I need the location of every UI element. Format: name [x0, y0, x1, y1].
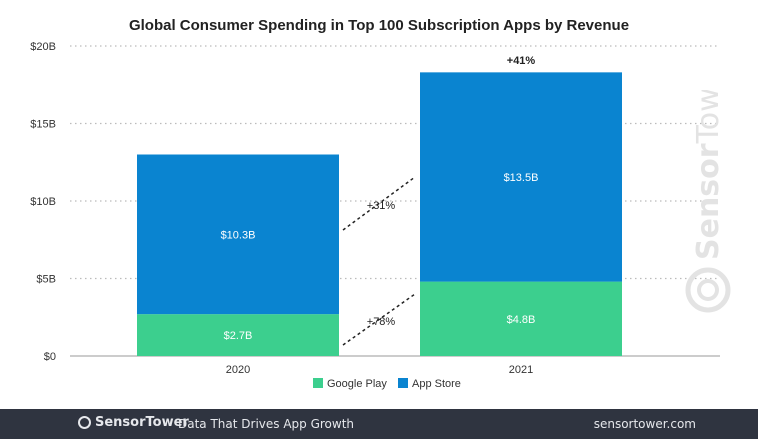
chart-title: Global Consumer Spending in Top 100 Subs…: [129, 17, 629, 34]
legend-label: Google Play: [327, 378, 387, 390]
footer: SensorTower Data That Drives App Growth …: [0, 409, 758, 439]
legend-swatch: [398, 378, 408, 388]
legend-label: App Store: [412, 378, 461, 390]
data-label: $10.3B: [221, 229, 256, 241]
x-tick-label: 2020: [226, 364, 250, 376]
data-label: $2.7B: [224, 330, 253, 342]
y-tick-label: $0: [44, 351, 56, 363]
growth-label: +78%: [367, 316, 396, 328]
data-label: $4.8B: [507, 314, 536, 326]
footer-tagline: Data That Drives App Growth: [178, 417, 355, 431]
sensortower-icon: [78, 416, 91, 429]
watermark-logo: SensorTower: [685, 90, 731, 313]
data-label: $13.5B: [504, 172, 539, 184]
y-tick-label: $20B: [30, 41, 56, 53]
growth-line: [342, 176, 416, 231]
growth-line: [342, 293, 416, 346]
y-tick-label: $5B: [36, 274, 56, 286]
total-growth-label: +41%: [507, 55, 536, 67]
growth-label: +31%: [367, 200, 396, 212]
bar-app-store: [137, 154, 339, 315]
y-tick-label: $10B: [30, 196, 56, 208]
y-tick-label: $15B: [30, 119, 56, 131]
legend-swatch: [313, 378, 323, 388]
svg-text:SensorTower: SensorTower: [691, 90, 726, 260]
chart: Global Consumer Spending in Top 100 Subs…: [30, 17, 720, 390]
x-tick-label: 2021: [509, 364, 533, 376]
sensortower-logo: SensorTower: [78, 415, 189, 430]
bar-google-play: [137, 314, 339, 356]
footer-url[interactable]: sensortower.com: [593, 417, 696, 431]
bar-app-store: [420, 72, 622, 282]
bar-google-play: [420, 281, 622, 356]
